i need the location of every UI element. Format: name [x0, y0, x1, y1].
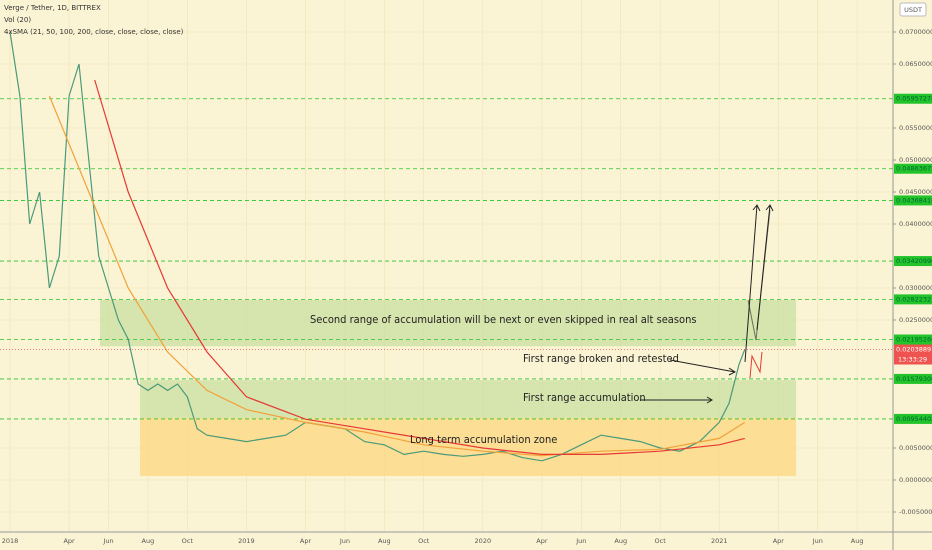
x-tick-label: Oct [182, 537, 194, 545]
y-tick-label: 0.04500000 [899, 188, 932, 196]
level-label: 0.02195260 [896, 336, 932, 344]
level-box [894, 373, 932, 384]
x-tick-label: Jun [339, 537, 350, 545]
y-tick-label: 0.06500000 [899, 60, 932, 68]
price-line [48, 95, 746, 457]
x-tick-label: Apr [773, 537, 785, 545]
x-tick-label: Apr [300, 537, 312, 545]
level-box [894, 93, 932, 104]
x-tick-label: 2020 [475, 537, 492, 545]
x-tick-label: Aug [851, 537, 864, 545]
zone-label: Second range of accumulation will be nex… [310, 313, 697, 326]
level-label: 0.03420990 [896, 257, 932, 265]
level-label: 0.00954402 [896, 415, 932, 423]
zone [140, 380, 797, 418]
x-tick-label: Aug [614, 537, 627, 545]
currency[interactable]: USDT [904, 6, 922, 14]
y-tick-label: 0.03000000 [899, 284, 932, 292]
zone-label: Long term accumulation zone [410, 433, 557, 446]
annotation: First range broken and retested [523, 352, 679, 365]
level-box [894, 413, 932, 424]
volume-indicator: Vol (20) [4, 16, 31, 24]
x-tick-label: Oct [418, 537, 430, 545]
level-label: 0.02822321 [896, 295, 932, 303]
x-tick-label: 2019 [238, 537, 255, 545]
level-label: 0.04863675 [896, 165, 932, 173]
x-tick-label: Jun [575, 537, 586, 545]
x-tick-label: Aug [378, 537, 391, 545]
x-tick-label: 2021 [711, 537, 728, 545]
level-box [894, 334, 932, 345]
symbol: Verge / Tether, 1D, BITTREX [4, 4, 101, 12]
price-line [94, 79, 745, 455]
projection-arrows [640, 204, 774, 404]
level-label: 0.01579300 [896, 375, 932, 383]
y-tick-label: 0.04000000 [899, 220, 932, 228]
level-label: 0.05957278 [896, 95, 932, 103]
countdown: 13:33:29 [898, 356, 927, 364]
level-label: 0.04368410 [896, 196, 932, 204]
level-box [894, 163, 932, 174]
level-box [894, 294, 932, 305]
y-tick-label: 0.02500000 [899, 316, 932, 324]
y-tick-label: 0.00500000 [899, 444, 932, 452]
current-price-label: 0.02038891 [896, 346, 932, 354]
zone [140, 417, 797, 476]
zone-label: First range accumulation [523, 391, 646, 404]
currency-box[interactable] [899, 2, 927, 17]
level-box [894, 256, 932, 267]
x-tick-label: Oct [655, 537, 667, 545]
current-price-box [894, 344, 932, 365]
y-tick-label: 0.05000000 [899, 156, 932, 164]
y-tick-label: 0.05500000 [899, 124, 932, 132]
level-box [894, 195, 932, 206]
y-tick-label: 0.07000000 [899, 28, 932, 36]
zone [100, 300, 797, 347]
x-tick-label: Apr [536, 537, 548, 545]
x-tick-label: Jun [102, 537, 113, 545]
sma-indicator: 4xSMA (21, 50, 100, 200, close, close, c… [4, 28, 184, 36]
x-tick-label: 2018 [2, 537, 19, 545]
x-tick-label: Aug [142, 537, 155, 545]
x-tick-label: Jun [812, 537, 823, 545]
y-tick-label: -0.00500000 [899, 508, 932, 516]
x-tick-label: Apr [63, 537, 75, 545]
y-tick-label: 0.00000000 [899, 476, 932, 484]
price-line [9, 31, 746, 462]
plot [0, 0, 893, 532]
